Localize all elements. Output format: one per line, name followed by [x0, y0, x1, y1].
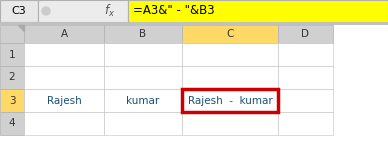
Bar: [182, 89, 278, 112]
Text: C3: C3: [12, 6, 26, 16]
Bar: [104, 43, 182, 66]
Bar: [182, 43, 278, 66]
Bar: [104, 89, 182, 112]
Bar: [182, 25, 278, 43]
Bar: [0, 22, 388, 25]
Text: 1: 1: [9, 49, 15, 59]
Bar: [0, 66, 24, 89]
Bar: [0, 25, 24, 43]
Text: 3: 3: [9, 96, 15, 106]
Bar: [182, 89, 278, 112]
Bar: [278, 25, 333, 43]
Text: 2: 2: [9, 73, 15, 83]
Polygon shape: [18, 25, 24, 31]
Bar: [0, 89, 24, 112]
Bar: [278, 66, 333, 89]
Bar: [24, 112, 104, 135]
Text: C: C: [226, 29, 234, 39]
Bar: [278, 112, 333, 135]
Text: D: D: [301, 29, 310, 39]
Text: Rajesh  -  kumar: Rajesh - kumar: [188, 96, 272, 106]
Text: B: B: [139, 29, 147, 39]
Bar: [0, 112, 24, 135]
Bar: [182, 66, 278, 89]
Circle shape: [42, 7, 50, 15]
Text: $f_x$: $f_x$: [104, 3, 116, 19]
Text: =A3&" - "&B3: =A3&" - "&B3: [133, 4, 215, 17]
Bar: [24, 66, 104, 89]
Bar: [278, 89, 333, 112]
Text: kumar: kumar: [126, 96, 159, 106]
Text: Rajesh: Rajesh: [47, 96, 81, 106]
Bar: [104, 25, 182, 43]
Bar: [24, 25, 104, 43]
Bar: [104, 66, 182, 89]
Bar: [38, 0, 128, 22]
Bar: [0, 43, 24, 66]
Bar: [104, 112, 182, 135]
Text: A: A: [61, 29, 68, 39]
Bar: [24, 89, 104, 112]
Bar: [278, 43, 333, 66]
Bar: [24, 43, 104, 66]
Text: 4: 4: [9, 119, 15, 129]
Bar: [0, 0, 38, 22]
Bar: [182, 112, 278, 135]
Bar: [128, 0, 388, 22]
